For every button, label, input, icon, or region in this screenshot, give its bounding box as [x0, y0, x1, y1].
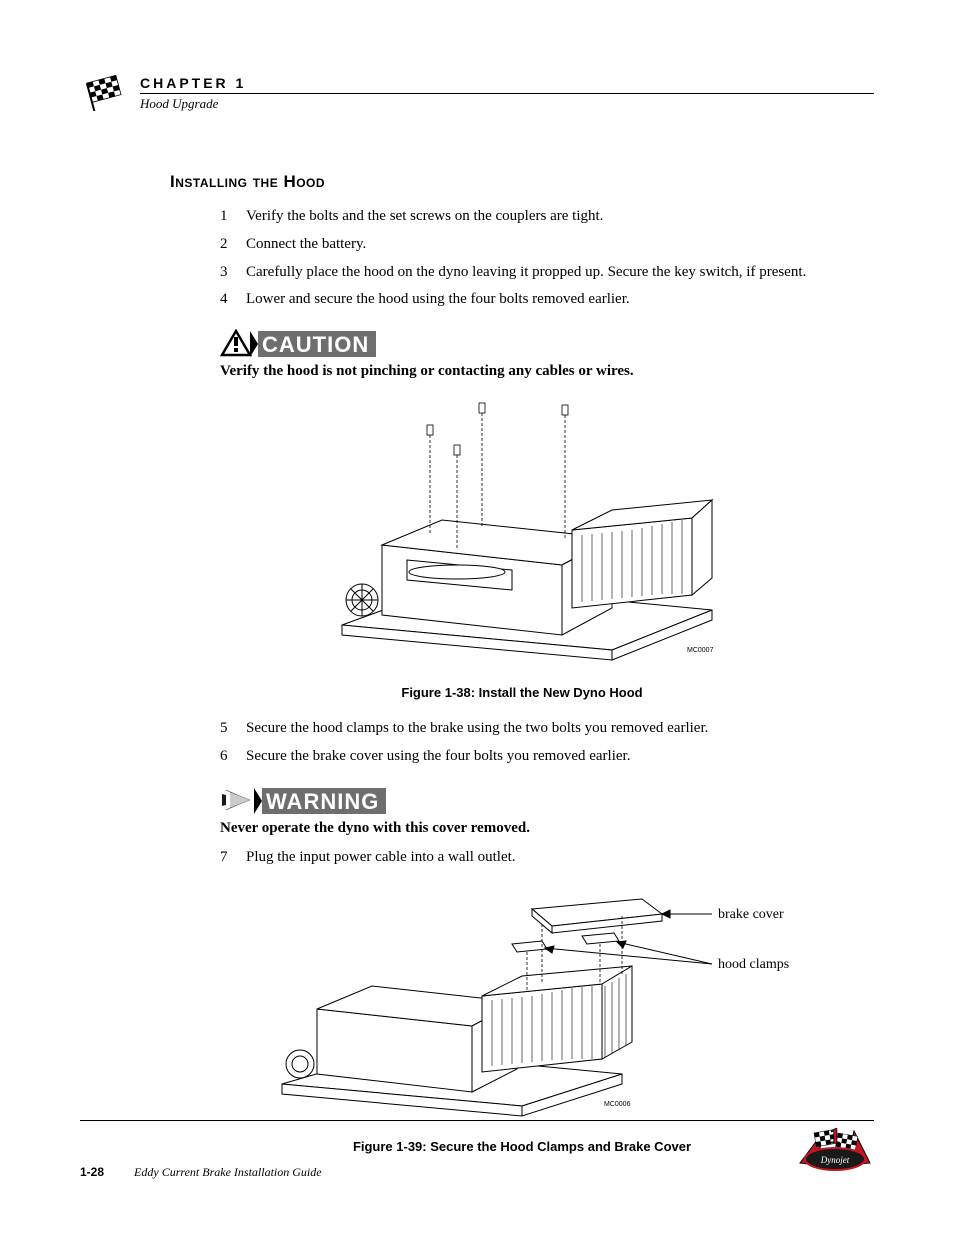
- figure-1: MC0007: [170, 390, 874, 675]
- chapter-label: CHAPTER 1: [140, 75, 874, 91]
- step-number: 6: [220, 746, 246, 768]
- figure-ref: MC0007: [687, 647, 714, 654]
- section-heading: Installing the Hood: [170, 172, 874, 192]
- brand-logo-icon: 1 Dynojet: [796, 1125, 874, 1180]
- warning-badge-text: WARNING: [266, 789, 379, 814]
- step-number: 4: [220, 289, 246, 311]
- caution-badge: CAUTION: [220, 329, 874, 359]
- figure-2-label-brake: brake cover: [718, 907, 784, 922]
- step-text: Plug the input power cable into a wall o…: [246, 847, 874, 869]
- figure-2: brake cover hood clamps MC0006: [170, 874, 874, 1129]
- caution-badge-text: CAUTION: [262, 332, 369, 357]
- caution-text: Verify the hood is not pinching or conta…: [220, 363, 874, 380]
- header-rule: [140, 93, 874, 94]
- step-list-b: 5Secure the hood clamps to the brake usi…: [220, 718, 874, 768]
- step-item: 1Verify the bolts and the set screws on …: [220, 206, 874, 228]
- step-item: 5Secure the hood clamps to the brake usi…: [220, 718, 874, 740]
- step-text: Lower and secure the hood using the four…: [246, 289, 874, 311]
- page-content: Installing the Hood 1Verify the bolts an…: [170, 172, 874, 1154]
- step-item: 3Carefully place the hood on the dyno le…: [220, 262, 874, 284]
- step-number: 2: [220, 234, 246, 256]
- step-number: 1: [220, 206, 246, 228]
- step-number: 3: [220, 262, 246, 284]
- checkered-flag-icon: [80, 75, 128, 111]
- step-text: Carefully place the hood on the dyno lea…: [246, 262, 874, 284]
- page-number: 1-28: [80, 1165, 104, 1179]
- page-header: CHAPTER 1 Hood Upgrade: [80, 75, 874, 112]
- step-item: 6Secure the brake cover using the four b…: [220, 746, 874, 768]
- chapter-subtitle: Hood Upgrade: [140, 96, 874, 112]
- step-text: Secure the brake cover using the four bo…: [246, 746, 874, 768]
- step-text: Connect the battery.: [246, 234, 874, 256]
- footer-rule: [80, 1120, 874, 1121]
- step-list-c: 7Plug the input power cable into a wall …: [220, 847, 874, 869]
- step-number: 5: [220, 718, 246, 740]
- step-list-a: 1Verify the bolts and the set screws on …: [220, 206, 874, 311]
- step-text: Verify the bolts and the set screws on t…: [246, 206, 874, 228]
- step-item: 2Connect the battery.: [220, 234, 874, 256]
- step-item: 7Plug the input power cable into a wall …: [220, 847, 874, 869]
- step-number: 7: [220, 847, 246, 869]
- warning-text: Never operate the dyno with this cover r…: [220, 820, 874, 837]
- figure-2-label-clamps: hood clamps: [718, 957, 789, 972]
- warning-badge: WARNING: [220, 786, 874, 816]
- figure-ref: MC0006: [604, 1101, 631, 1108]
- step-item: 4Lower and secure the hood using the fou…: [220, 289, 874, 311]
- page-footer: 1-28 Eddy Current Brake Installation Gui…: [80, 1120, 874, 1180]
- guide-title: Eddy Current Brake Installation Guide: [134, 1165, 322, 1180]
- svg-text:Dynojet: Dynojet: [820, 1155, 850, 1165]
- step-text: Secure the hood clamps to the brake usin…: [246, 718, 874, 740]
- svg-text:1: 1: [830, 1125, 841, 1148]
- figure-1-caption: Figure 1-38: Install the New Dyno Hood: [170, 685, 874, 700]
